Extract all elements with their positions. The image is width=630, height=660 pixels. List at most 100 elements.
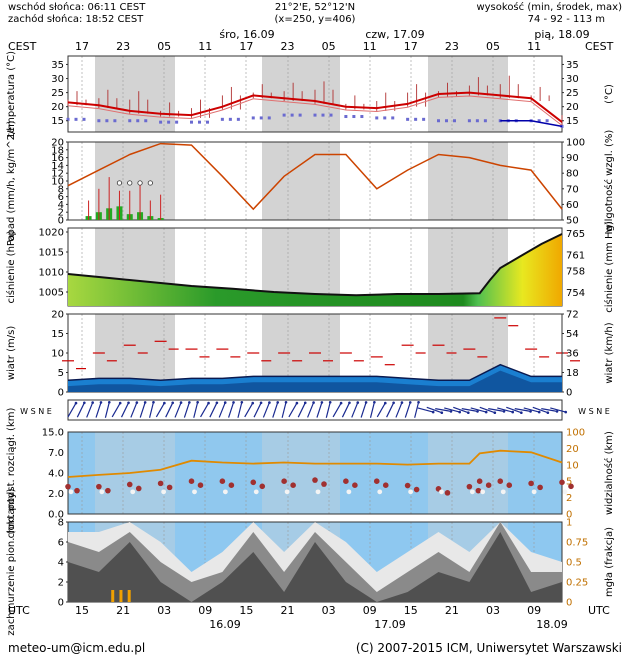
temperature-tick-label-right: 35 xyxy=(566,60,579,71)
wind-direction-arrow xyxy=(183,402,190,418)
wind-direction-arrow xyxy=(444,407,460,413)
bottom-hour-label: 03 xyxy=(486,604,500,617)
panel-wind-direction xyxy=(67,399,568,421)
cloud-base-marker xyxy=(559,479,565,486)
wind-ms-tick: 5 xyxy=(58,368,64,379)
dewpoint-marker xyxy=(498,119,502,123)
wind-direction-arrow xyxy=(200,402,210,418)
visibility-right-tick: 2 xyxy=(566,493,572,504)
humidity-axis-label: wilgotność wzgl. (%) xyxy=(603,130,615,233)
humidity-tick-label: 80 xyxy=(566,169,579,180)
fog-fraction-tick: 0.5 xyxy=(566,558,582,569)
dewpoint-marker xyxy=(251,116,255,120)
cloud-octa-tick: 2 xyxy=(58,578,64,589)
temperature-tick-label: 20 xyxy=(51,102,64,113)
night-band xyxy=(262,432,340,514)
dewpoint-marker xyxy=(483,119,487,123)
wind-direction-head xyxy=(127,401,130,405)
precip-axis-label: opad (mm/h, kg/m^2/h) xyxy=(6,120,17,241)
precip-tick-label: 2 xyxy=(58,208,64,219)
dewpoint-marker xyxy=(228,117,232,121)
cloud-axis-label-right: mgła (frakcja) xyxy=(604,527,615,597)
wind-direction-head xyxy=(348,401,351,405)
temperature-tick-label-right: 15 xyxy=(566,116,579,127)
wind-direction-head xyxy=(373,400,376,404)
precip-marker xyxy=(147,180,153,186)
wind-direction-head xyxy=(135,401,139,404)
fog-fraction-tick: 0.25 xyxy=(566,578,588,589)
wind-direction-head xyxy=(546,411,550,415)
wind-direction-head xyxy=(312,401,315,404)
night-band xyxy=(428,432,508,514)
cloud-base-marker xyxy=(373,478,380,485)
bottom-hour-label: 21 xyxy=(445,604,459,617)
wind-direction-head xyxy=(179,401,183,404)
temperature-tick-label-right: 25 xyxy=(566,88,579,99)
cloud-base-marker xyxy=(250,479,257,486)
visibility-line xyxy=(67,449,563,478)
temperature-axis-label-right: (°C) xyxy=(604,84,615,104)
dewpoint-marker xyxy=(128,119,132,123)
day-label-2: czw, 17.09 xyxy=(365,28,424,41)
wind-direction-arrow xyxy=(488,408,505,412)
temperature-tick-label-right: 20 xyxy=(566,102,579,113)
cloud-axis-label: zachmurzenie pion. (oktanty) xyxy=(6,488,17,635)
cloud-base-marker xyxy=(312,477,318,483)
pressure-hpa-tick: 1010 xyxy=(39,268,64,279)
wind-direction-head xyxy=(537,410,541,414)
cloud-top-marker xyxy=(480,489,486,495)
cloud-base-marker xyxy=(476,478,483,485)
pressure-mmhg-tick: 754 xyxy=(566,288,585,299)
wind-direction-arrow xyxy=(253,402,262,418)
footer-email[interactable]: meteo-um@icm.edu.pl xyxy=(8,641,145,655)
cloud-base-marker xyxy=(475,487,482,494)
cloud-top-marker xyxy=(562,489,568,495)
cloud-base-marker xyxy=(321,481,327,487)
visibility-right-tick: 20 xyxy=(566,444,579,455)
wind-direction-head xyxy=(303,401,307,405)
day-label-1: śro, 16.09 xyxy=(219,28,274,41)
wind-ms-tick: 15 xyxy=(51,329,64,340)
wind-direction-head xyxy=(171,401,175,405)
bottom-hour-label: 03 xyxy=(322,604,336,617)
wind-direction-arrow xyxy=(497,407,513,413)
cloud-octa-tick: 6 xyxy=(58,538,64,549)
wind-ms-tick: 0 xyxy=(58,388,64,399)
cloud-octa-tick: 0 xyxy=(58,598,64,609)
wind-area-dark xyxy=(68,370,562,392)
dewpoint-marker xyxy=(105,119,109,123)
top-hour-label: 23 xyxy=(445,40,459,53)
dewpoint-marker xyxy=(206,120,209,124)
wind-direction-head xyxy=(215,401,219,405)
panel-visibility xyxy=(65,431,574,515)
cloud-base-marker xyxy=(537,484,543,491)
wind-axis-label-right: wiatr (km/h) xyxy=(604,322,615,383)
top-time-axis: CEST CEST śro, 16.09 czw, 17.09 pią, 18.… xyxy=(8,28,614,53)
wind-direction-head xyxy=(74,401,78,405)
cloud-octa-tick: 4 xyxy=(58,558,64,569)
cloud-base-marker xyxy=(96,483,102,490)
dewpoint-marker xyxy=(375,116,379,120)
bottom-date-3: 18.09 xyxy=(536,618,568,631)
cloud-base-marker xyxy=(166,484,173,491)
wind-direction-arrow xyxy=(209,402,218,418)
precip-marker xyxy=(116,180,123,186)
bottom-hour-label: 15 xyxy=(404,604,418,617)
night-band xyxy=(262,142,340,220)
top-hour-label: 17 xyxy=(404,40,418,53)
cloud-top-marker xyxy=(377,489,383,495)
grid-text: (x=250, y=406) xyxy=(275,14,356,25)
wind-direction-arrow xyxy=(360,402,367,418)
temperature-line xyxy=(67,91,563,123)
cloud-base-marker xyxy=(105,487,111,494)
wind-ms-tick: 10 xyxy=(51,349,64,360)
wind-direction-head xyxy=(284,400,288,404)
dewpoint-marker xyxy=(74,117,78,121)
wind-direction-arrow xyxy=(244,402,254,418)
humidity-tick-label: 70 xyxy=(566,184,579,195)
pressure-mmhg-tick: 761 xyxy=(566,250,585,261)
dewpoint-marker xyxy=(453,119,456,123)
precip-tick-label: 12 xyxy=(51,169,64,180)
precip-tick-label: 10 xyxy=(51,177,64,188)
precip-tick-label: 18 xyxy=(51,145,64,156)
